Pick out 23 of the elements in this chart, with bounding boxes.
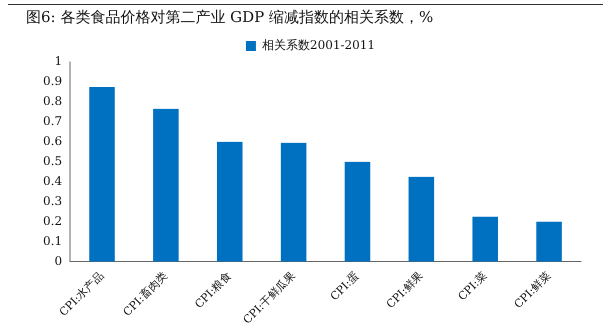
- legend-label: 相关系数2001-2011: [262, 38, 376, 52]
- bar: [280, 142, 306, 262]
- x-tick-label: CPI:菜: [455, 269, 490, 304]
- y-tick-label: 0.2: [42, 214, 62, 228]
- y-tick-label: 0.4: [42, 174, 62, 188]
- bar: [408, 176, 434, 262]
- bar: [216, 142, 243, 262]
- y-tick-label: 0.5: [42, 154, 62, 168]
- y-tick-label: 0.8: [42, 94, 62, 108]
- bar: [153, 108, 179, 262]
- y-tick-label: 0.3: [42, 194, 62, 208]
- chart-title: 图6: 各类食品价格对第二产业 GDP 缩减指数的相关系数，%: [26, 8, 434, 27]
- bar: [344, 162, 370, 262]
- y-tick-label: 0.6: [42, 134, 62, 148]
- bar: [536, 222, 562, 262]
- y-tick-label: 0: [54, 254, 62, 268]
- x-tick-label: CPI:干鲜瓜果: [240, 269, 298, 326]
- y-tick-label: 0.9: [42, 74, 62, 88]
- y-tick-label: 1: [54, 54, 62, 68]
- y-tick-label: 0.7: [42, 114, 62, 128]
- bar: [89, 86, 115, 262]
- bar: [472, 216, 498, 262]
- y-tick-label: 0.1: [42, 234, 62, 248]
